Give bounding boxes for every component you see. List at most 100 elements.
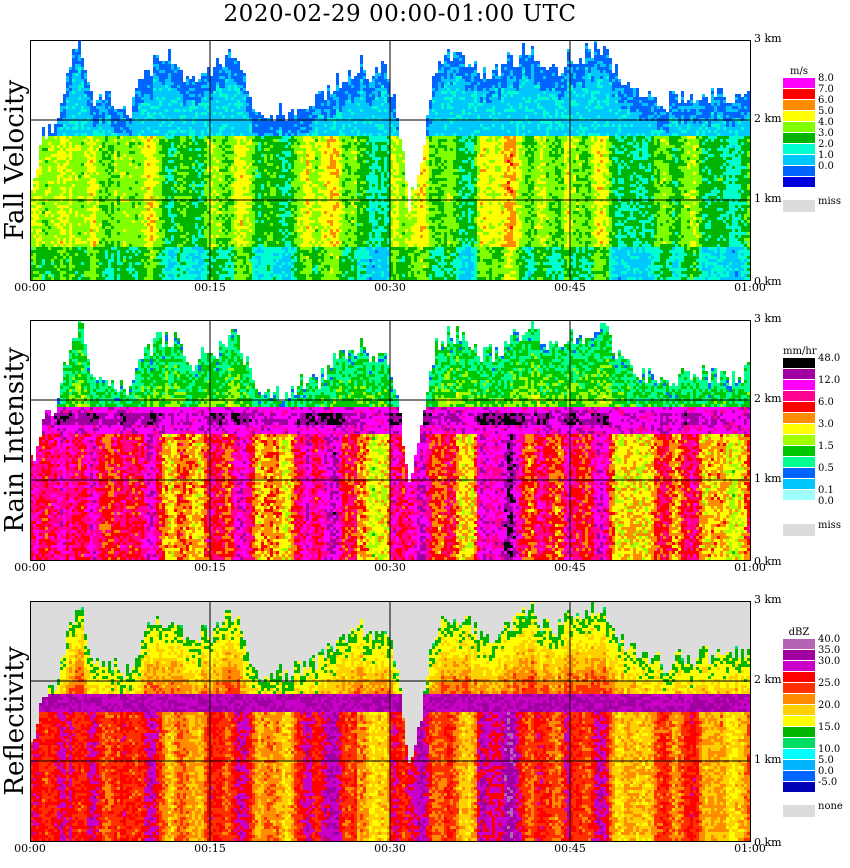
fall-velocity-cell <box>168 196 171 199</box>
fall-velocity-cell <box>231 154 234 160</box>
fall-velocity-cell <box>246 94 249 97</box>
fall-velocity-cell <box>360 91 363 94</box>
fall-velocity-cell <box>471 256 474 262</box>
fall-velocity-cell <box>414 214 417 217</box>
fall-velocity-cell <box>441 88 444 91</box>
fall-velocity-cell <box>348 85 351 94</box>
fall-velocity-cell <box>387 139 390 145</box>
fall-velocity-cell <box>126 268 129 271</box>
fall-velocity-cell <box>546 172 549 178</box>
fall-velocity-cell <box>36 265 39 268</box>
fall-velocity-cell <box>99 193 102 196</box>
fall-velocity-cell <box>201 181 204 187</box>
fall-velocity-cell <box>180 205 183 211</box>
fall-velocity-cell <box>444 139 447 142</box>
fall-velocity-cell <box>84 151 87 157</box>
fall-velocity-cell <box>489 142 492 160</box>
fall-velocity-cell <box>234 220 237 229</box>
fall-velocity-cell <box>324 265 327 268</box>
fall-velocity-cell <box>453 196 456 199</box>
fall-velocity-cell <box>297 142 300 145</box>
fall-velocity-cell <box>420 193 423 199</box>
fall-velocity-cell <box>282 187 285 196</box>
fall-velocity-cell <box>102 202 105 205</box>
fall-velocity-cell <box>312 208 315 211</box>
fall-velocity-cell <box>264 154 267 163</box>
fall-velocity-cell <box>498 100 501 112</box>
fall-velocity-cell <box>84 172 87 178</box>
fall-velocity-cell <box>108 115 111 118</box>
fall-velocity-cell <box>357 226 360 247</box>
fall-velocity-cell <box>69 139 72 142</box>
fall-velocity-cell <box>225 55 228 67</box>
fall-velocity-cell <box>111 172 114 175</box>
fall-velocity-cell <box>348 142 351 148</box>
fall-velocity-cell <box>87 151 90 154</box>
fall-velocity-cell <box>180 70 183 94</box>
fall-velocity-cell <box>453 274 456 280</box>
fall-velocity-cell <box>396 256 399 259</box>
fall-velocity-cell <box>468 139 471 151</box>
fall-velocity-cell <box>387 151 390 154</box>
fall-velocity-cell <box>147 187 150 190</box>
fall-velocity-cell <box>72 235 75 238</box>
fall-velocity-cell <box>444 232 447 256</box>
fall-velocity-cell <box>384 196 387 199</box>
fall-velocity-cell <box>375 193 378 199</box>
fall-velocity-cell <box>291 235 294 247</box>
fall-velocity-cell <box>510 193 513 196</box>
fall-velocity-cell <box>330 217 333 220</box>
fall-velocity-cell <box>168 232 171 241</box>
fall-velocity-cell <box>342 157 345 169</box>
fall-velocity-cell <box>543 121 546 124</box>
fall-velocity-cell <box>489 100 492 103</box>
fall-velocity-cell <box>492 226 495 229</box>
fall-velocity-cell <box>546 88 549 97</box>
fall-velocity-cell <box>285 136 288 142</box>
fall-velocity-cell <box>309 136 312 142</box>
fall-velocity-cell <box>309 253 312 259</box>
fall-velocity-cell <box>453 97 456 118</box>
fall-velocity-cell <box>222 139 225 145</box>
fall-velocity-cell <box>435 91 438 112</box>
fall-velocity-cell <box>381 196 384 208</box>
fall-velocity-cell <box>348 247 351 253</box>
fall-velocity-cell <box>180 178 183 181</box>
fall-velocity-cell <box>510 196 513 202</box>
fall-velocity-cell <box>462 172 465 175</box>
fall-velocity-cell <box>96 268 99 274</box>
fall-velocity-cell <box>84 136 87 139</box>
fall-velocity-cell <box>531 112 534 136</box>
fall-velocity-cell <box>81 145 84 163</box>
fall-velocity-cell <box>504 226 507 229</box>
fall-velocity-cell <box>69 169 72 172</box>
fall-velocity-cell <box>156 217 159 220</box>
fall-velocity-cell <box>120 133 123 136</box>
fall-velocity-cell <box>294 190 297 193</box>
fall-velocity-cell <box>375 229 378 241</box>
fall-velocity-cell <box>48 151 51 157</box>
fall-velocity-cell <box>108 196 111 214</box>
fall-velocity-cell <box>300 127 303 130</box>
fall-velocity-cell <box>321 274 324 277</box>
fall-velocity-cell <box>51 265 54 274</box>
fall-velocity-cell <box>207 136 210 139</box>
fall-velocity-cell <box>501 76 504 88</box>
fall-velocity-cell <box>489 184 492 187</box>
fall-velocity-cell <box>72 151 75 172</box>
fall-velocity-cell <box>489 268 492 280</box>
fall-velocity-cell <box>390 250 393 253</box>
fall-velocity-cell <box>273 253 276 256</box>
fall-velocity-cell <box>306 229 309 247</box>
fall-velocity-cell <box>102 166 105 181</box>
fall-velocity-cell <box>489 187 492 190</box>
fall-velocity-cell <box>456 244 459 247</box>
fall-velocity-cell <box>432 97 435 100</box>
fall-velocity-cell <box>171 157 174 160</box>
fall-velocity-cell <box>300 163 303 172</box>
fall-velocity-cell <box>387 79 390 82</box>
fall-velocity-cell <box>372 118 375 136</box>
fall-velocity-cell <box>537 178 540 184</box>
fall-velocity-cell <box>276 154 279 157</box>
fall-velocity-cell <box>204 136 207 142</box>
